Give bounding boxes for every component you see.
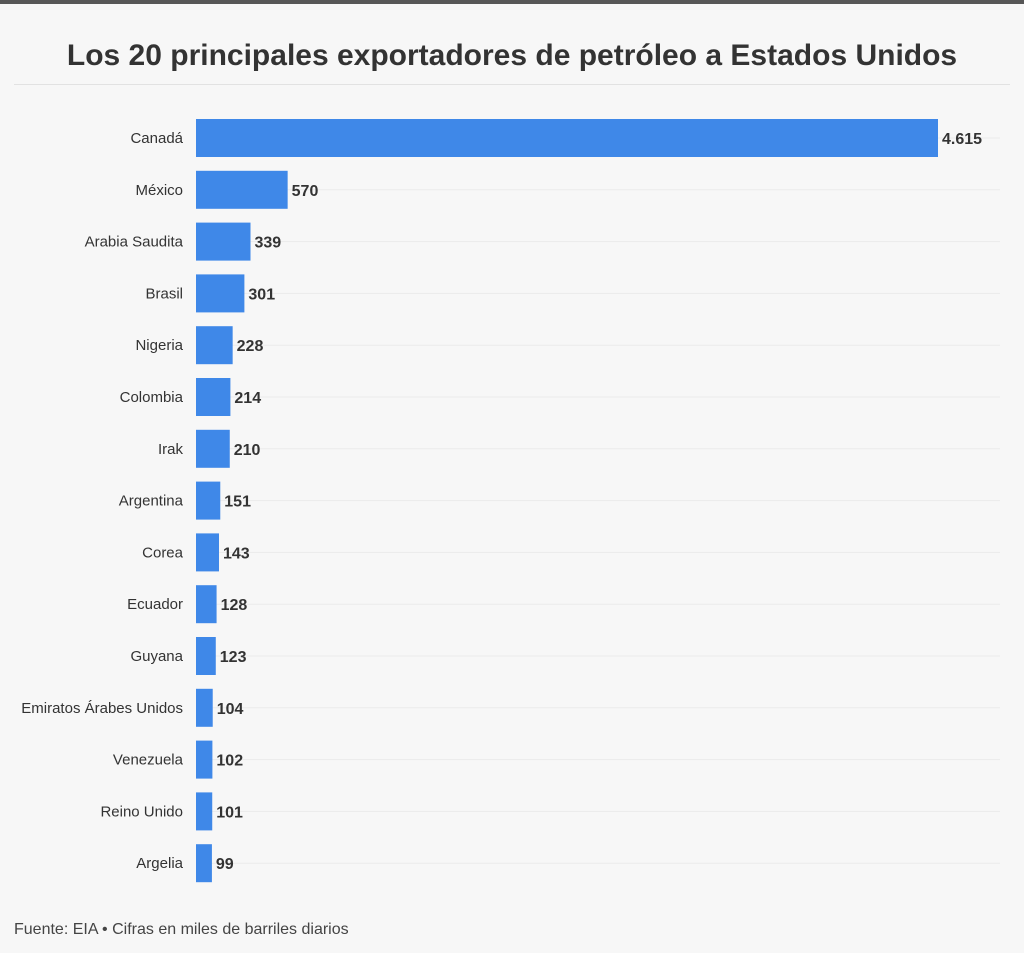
category-label: Canadá — [130, 130, 183, 147]
title-divider — [14, 84, 1010, 85]
bar — [196, 533, 219, 572]
value-label: 4.615 — [942, 131, 982, 148]
source-note: Fuente: EIA • Cifras en miles de barrile… — [14, 921, 349, 938]
value-label: 143 — [223, 545, 250, 562]
value-label: 128 — [221, 597, 248, 614]
bar — [196, 637, 216, 675]
bar — [196, 429, 230, 468]
bar — [196, 740, 213, 779]
bar — [196, 792, 213, 831]
bar — [196, 326, 233, 365]
category-label: Argelia — [136, 855, 183, 872]
chart-title: Los 20 principales exportadores de petró… — [66, 39, 958, 72]
value-label: 102 — [216, 753, 243, 770]
bar — [196, 585, 217, 624]
value-label: 210 — [234, 442, 261, 459]
top-rule — [0, 0, 1024, 4]
value-label: 214 — [234, 390, 261, 407]
value-label: 301 — [248, 286, 275, 303]
bar — [196, 688, 213, 727]
bar — [196, 274, 245, 313]
value-label: 570 — [292, 183, 319, 200]
category-label: Ecuador — [127, 596, 183, 613]
category-label: Nigeria — [135, 337, 183, 354]
bar — [196, 844, 212, 883]
value-label: 101 — [216, 804, 243, 821]
category-label: Venezuela — [113, 752, 184, 769]
value-label: 123 — [220, 649, 247, 666]
value-label: 99 — [216, 856, 234, 873]
bar — [196, 378, 231, 416]
bar — [196, 119, 938, 157]
category-label: Irak — [158, 441, 184, 458]
category-label: Brasil — [145, 285, 183, 302]
value-label: 151 — [224, 494, 251, 511]
bar — [196, 170, 288, 209]
category-label: Corea — [142, 544, 184, 561]
value-label: 339 — [255, 235, 282, 252]
category-label: Emiratos Árabes Unidos — [21, 700, 183, 717]
value-label: 228 — [237, 338, 264, 355]
category-label: Guyana — [130, 648, 183, 665]
category-label: Arabia Saudita — [85, 234, 184, 251]
bar — [196, 222, 251, 261]
category-label: México — [135, 182, 183, 199]
bar — [196, 481, 221, 520]
category-label: Reino Unido — [100, 803, 183, 820]
value-label: 104 — [217, 701, 244, 718]
category-label: Argentina — [119, 493, 184, 510]
category-label: Colombia — [120, 389, 184, 406]
